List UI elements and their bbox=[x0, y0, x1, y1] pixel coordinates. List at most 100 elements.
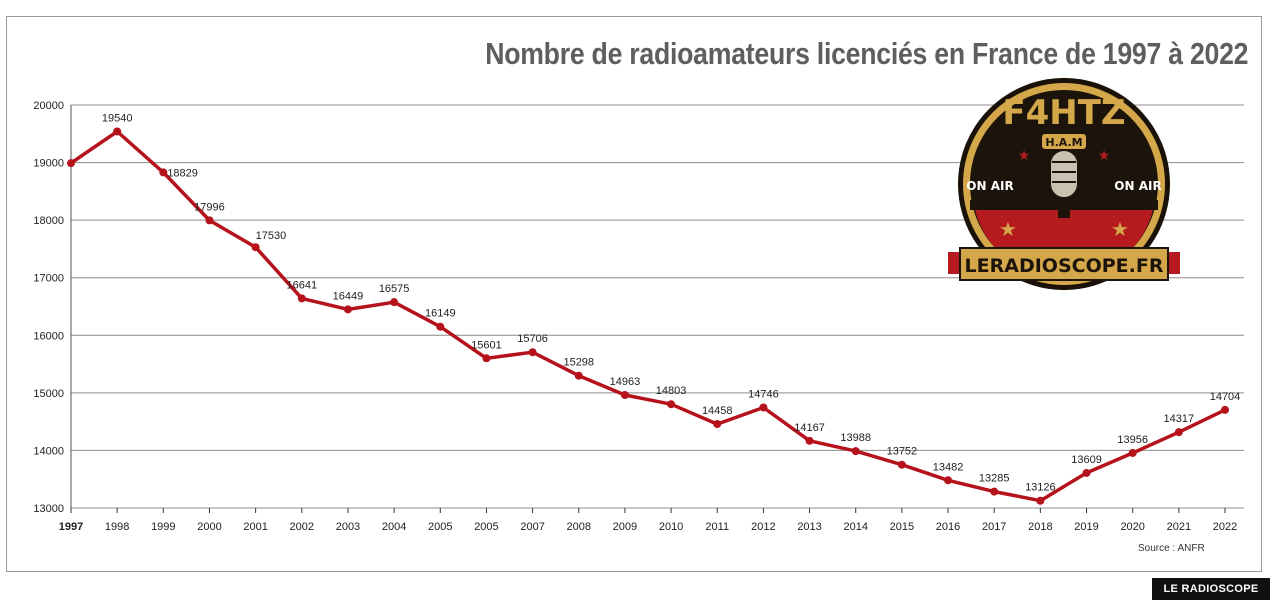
microphone-icon bbox=[1049, 149, 1079, 218]
data-label: 13482 bbox=[933, 461, 964, 473]
x-tick-label: 2001 bbox=[243, 521, 267, 533]
x-tick-label: 2016 bbox=[936, 521, 960, 533]
data-label: 18829 bbox=[167, 167, 198, 179]
data-label: 16149 bbox=[425, 308, 456, 320]
data-labels: 19540 18829 17996 17530 16641 16449 16575 16149… bbox=[102, 112, 1240, 493]
data-point bbox=[205, 216, 214, 225]
data-label: 13956 bbox=[1117, 434, 1148, 446]
x-tick-label: 1999 bbox=[151, 521, 175, 533]
data-point bbox=[667, 400, 676, 409]
footer-brand: LE RADIOSCOPE bbox=[1152, 578, 1270, 600]
logo-site: LERADIOSCOPE.FR bbox=[965, 255, 1164, 277]
data-point bbox=[944, 476, 953, 485]
star-icon: ★ bbox=[1111, 219, 1129, 241]
x-tick-label: 2019 bbox=[1074, 521, 1098, 533]
data-label: 16449 bbox=[333, 290, 364, 302]
x-axis-ticks: 1997 1998 1999 2000 2001 2002 2003 2004 2005 2005… bbox=[59, 508, 1237, 533]
data-label: 13752 bbox=[887, 446, 918, 458]
data-point bbox=[713, 420, 722, 429]
data-label: 13609 bbox=[1071, 454, 1102, 466]
data-label: 19540 bbox=[102, 112, 133, 124]
logo-on-air-right: ON AIR bbox=[1114, 179, 1161, 193]
data-point bbox=[482, 354, 491, 363]
x-tick-label: 1997 bbox=[59, 521, 83, 533]
x-tick-label: 1998 bbox=[105, 521, 129, 533]
data-point bbox=[1174, 428, 1183, 437]
x-tick-label: 2013 bbox=[797, 521, 821, 533]
source-note: Source : ANFR bbox=[1138, 543, 1205, 554]
x-tick-label: 2005 bbox=[474, 521, 498, 533]
data-point bbox=[1082, 468, 1091, 477]
x-tick-label: 2022 bbox=[1213, 521, 1237, 533]
x-tick-label: 2018 bbox=[1028, 521, 1052, 533]
series-line-path bbox=[70, 129, 1226, 503]
data-label: 13126 bbox=[1025, 482, 1056, 494]
y-tick-label: 18000 bbox=[33, 215, 64, 227]
x-tick-label: 2007 bbox=[520, 521, 544, 533]
y-tick-label: 16000 bbox=[33, 330, 64, 342]
data-label: 16641 bbox=[287, 279, 318, 291]
star-icon: ★ bbox=[1018, 147, 1031, 163]
data-point bbox=[805, 436, 814, 445]
data-point bbox=[759, 403, 768, 412]
x-tick-label: 2011 bbox=[705, 521, 729, 533]
x-tick-label: 2003 bbox=[336, 521, 360, 533]
star-icon: ★ bbox=[999, 219, 1017, 241]
data-point bbox=[251, 243, 260, 252]
x-tick-label: 2020 bbox=[1120, 521, 1144, 533]
logo-on-air-left: ON AIR bbox=[966, 179, 1013, 193]
chart-title: Nombre de radioamateurs licenciés en Fra… bbox=[484, 36, 1248, 71]
x-tick-label: 2004 bbox=[382, 521, 406, 533]
data-point bbox=[113, 127, 122, 136]
y-tick-label: 20000 bbox=[33, 100, 64, 112]
data-label: 14458 bbox=[702, 405, 733, 417]
data-label: 15706 bbox=[517, 333, 548, 345]
data-label: 15601 bbox=[471, 339, 502, 351]
y-tick-label: 13000 bbox=[33, 503, 64, 515]
x-tick-label: 2014 bbox=[843, 521, 867, 533]
x-tick-label: 2005 bbox=[428, 521, 452, 533]
data-points bbox=[67, 127, 1229, 505]
star-icon: ★ bbox=[1098, 147, 1111, 163]
data-point bbox=[990, 487, 999, 496]
data-label: 14317 bbox=[1164, 413, 1195, 425]
data-label: 16575 bbox=[379, 283, 410, 295]
data-point bbox=[620, 390, 629, 399]
data-label: 13988 bbox=[840, 432, 871, 444]
data-point bbox=[528, 348, 537, 357]
data-point bbox=[390, 298, 399, 307]
x-tick-label: 2021 bbox=[1167, 521, 1191, 533]
logo-callsign: F4HTZ bbox=[1002, 93, 1125, 133]
data-label: 17530 bbox=[256, 230, 287, 242]
x-tick-label: 2008 bbox=[567, 521, 591, 533]
y-tick-label: 17000 bbox=[33, 273, 64, 285]
y-tick-label: 15000 bbox=[33, 388, 64, 400]
data-label: 14803 bbox=[656, 385, 687, 397]
data-point bbox=[1128, 448, 1137, 457]
data-point bbox=[67, 159, 75, 168]
data-point bbox=[1036, 496, 1045, 505]
y-axis-ticks: 13000 14000 15000 16000 17000 18000 19000 20000 bbox=[33, 100, 64, 515]
data-label: 14746 bbox=[748, 388, 779, 400]
leradioscope-logo: F4HTZ H.A.M ON AIR ON AIR ★ ★ ★ ★ LERADI… bbox=[948, 78, 1180, 290]
x-tick-label: 2017 bbox=[982, 521, 1006, 533]
data-point bbox=[159, 168, 168, 177]
x-tick-label: 2002 bbox=[290, 521, 314, 533]
data-label: 14167 bbox=[794, 422, 825, 434]
logo-ham: H.A.M bbox=[1045, 136, 1082, 149]
data-label: 15298 bbox=[563, 357, 594, 369]
x-tick-label: 2015 bbox=[890, 521, 914, 533]
data-point bbox=[1221, 405, 1229, 414]
data-point bbox=[343, 305, 352, 314]
y-tick-label: 14000 bbox=[33, 445, 64, 457]
x-tick-label: 2000 bbox=[197, 521, 221, 533]
data-point bbox=[851, 447, 860, 456]
x-tick-label: 2009 bbox=[613, 521, 637, 533]
data-label: 13285 bbox=[979, 473, 1010, 485]
data-label: 17996 bbox=[194, 201, 225, 213]
data-point bbox=[436, 322, 445, 331]
x-tick-label: 2012 bbox=[751, 521, 775, 533]
data-point bbox=[574, 371, 583, 380]
data-point bbox=[897, 460, 906, 469]
data-label: 14704 bbox=[1210, 391, 1241, 403]
